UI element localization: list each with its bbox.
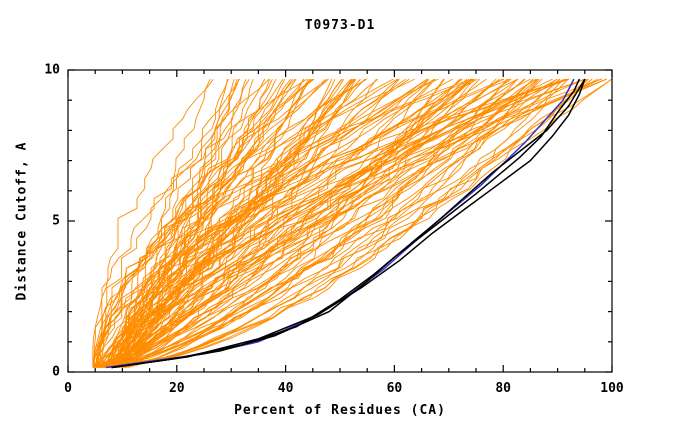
axes-frame [67,69,613,373]
x-tick-label-20: 20 [168,381,185,396]
y-axis-label: Distance Cutoff, A [14,141,30,301]
y-tick-label-5: 5 [52,213,60,229]
x-tick-label-60: 60 [386,381,403,396]
x-tick-label-0: 0 [64,381,72,396]
highlight-black-model-3 [111,78,586,369]
y-tick-label-10: 10 [44,62,60,78]
plot-title: T0973-D1 [304,18,376,33]
y-tick-label-0: 0 [52,364,60,380]
x-tick-label-80: 80 [495,381,512,396]
highlight-black-model-2 [111,78,586,369]
x-tick-label-40: 40 [277,381,294,396]
x-tick-label-100: 100 [600,381,624,396]
x-axis-label: Percent of Residues (CA) [234,403,446,418]
curves-layer [92,78,612,369]
